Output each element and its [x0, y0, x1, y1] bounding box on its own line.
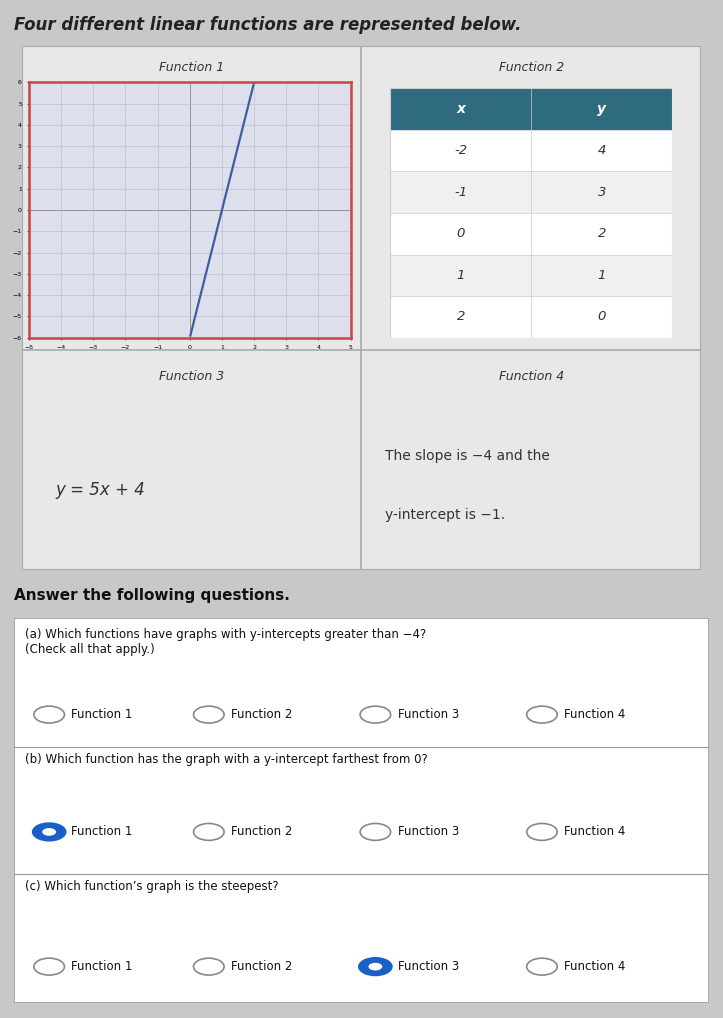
Text: Function 2: Function 2 — [231, 826, 292, 839]
Text: Function 3: Function 3 — [398, 709, 459, 721]
Circle shape — [369, 963, 382, 970]
Text: 4: 4 — [598, 145, 606, 157]
Text: (c) Which function’s graph is the steepest?: (c) Which function’s graph is the steepe… — [25, 880, 278, 893]
FancyBboxPatch shape — [14, 618, 709, 1003]
Text: The slope is −4 and the: The slope is −4 and the — [385, 449, 550, 463]
Text: Function 4: Function 4 — [564, 960, 625, 973]
Text: 2: 2 — [598, 227, 606, 240]
Text: x: x — [456, 102, 466, 116]
Text: Four different linear functions are represented below.: Four different linear functions are repr… — [14, 16, 522, 35]
Text: y: y — [597, 102, 607, 116]
Text: Function 1: Function 1 — [159, 61, 224, 74]
Text: Function 3: Function 3 — [159, 370, 224, 383]
Text: 1: 1 — [457, 269, 465, 282]
Text: Function 4: Function 4 — [499, 370, 564, 383]
Text: (b) Which function has the graph with a y-intercept farthest from 0?: (b) Which function has the graph with a … — [25, 752, 427, 766]
Text: Function 3: Function 3 — [398, 960, 459, 973]
FancyBboxPatch shape — [390, 254, 672, 296]
Text: Function 1: Function 1 — [72, 709, 133, 721]
Text: Function 4: Function 4 — [564, 826, 625, 839]
Text: (Check all that apply.): (Check all that apply.) — [25, 643, 155, 656]
Circle shape — [42, 828, 56, 836]
Text: 0: 0 — [457, 227, 465, 240]
Text: Function 4: Function 4 — [564, 709, 625, 721]
Text: Function 2: Function 2 — [231, 960, 292, 973]
Text: Function 2: Function 2 — [231, 709, 292, 721]
FancyBboxPatch shape — [390, 213, 672, 254]
FancyBboxPatch shape — [390, 296, 672, 338]
FancyBboxPatch shape — [22, 46, 701, 570]
Text: 2: 2 — [457, 310, 465, 324]
Text: (a) Which functions have graphs with y-intercepts greater than −4?: (a) Which functions have graphs with y-i… — [25, 627, 426, 640]
Text: Function 1: Function 1 — [72, 960, 133, 973]
Circle shape — [32, 823, 67, 842]
Text: 3: 3 — [598, 185, 606, 199]
FancyBboxPatch shape — [390, 171, 672, 213]
Text: Answer the following questions.: Answer the following questions. — [14, 588, 290, 603]
Text: 0: 0 — [598, 310, 606, 324]
Text: -2: -2 — [454, 145, 468, 157]
Text: y-intercept is −1.: y-intercept is −1. — [385, 508, 505, 522]
Text: y = 5x + 4: y = 5x + 4 — [55, 480, 145, 499]
Text: Function 3: Function 3 — [398, 826, 459, 839]
FancyBboxPatch shape — [390, 130, 672, 171]
Circle shape — [358, 957, 393, 976]
Text: -1: -1 — [454, 185, 468, 199]
Text: Function 2: Function 2 — [499, 61, 564, 74]
FancyBboxPatch shape — [390, 89, 672, 130]
Text: 1: 1 — [598, 269, 606, 282]
Text: Function 1: Function 1 — [72, 826, 133, 839]
